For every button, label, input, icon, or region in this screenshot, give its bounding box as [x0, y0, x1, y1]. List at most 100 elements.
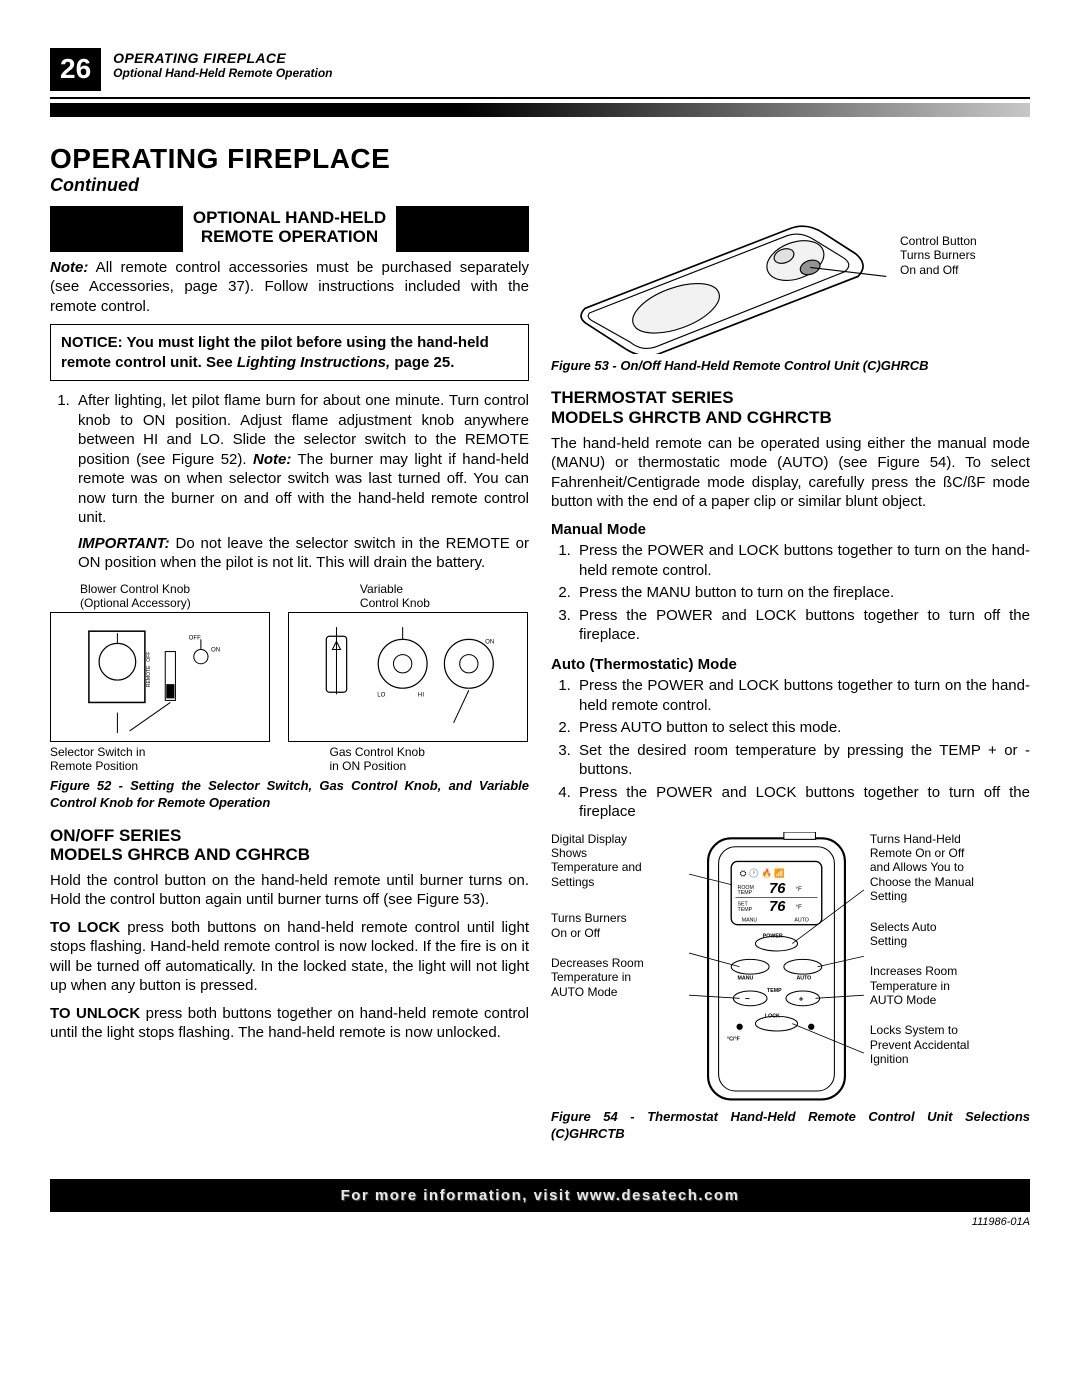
rule-fade [50, 103, 1030, 117]
important-lbl: IMPORTANT: [78, 535, 170, 552]
fig54-r2: Selects Auto Setting [870, 920, 1030, 949]
svg-text:AUTO: AUTO [796, 975, 811, 981]
svg-text:ON: ON [485, 639, 494, 646]
svg-text:AUTO: AUTO [794, 917, 809, 923]
step-list-1: After lighting, let pilot flame burn for… [50, 391, 529, 573]
fig52-panels: OFF ON REMOTE OFF [50, 612, 529, 742]
continued-label: Continued [50, 175, 1030, 196]
svg-text:OFF: OFF [146, 652, 152, 662]
auto-mode-heading: Auto (Thermostatic) Mode [551, 655, 1030, 675]
banner-line-1: OPTIONAL HAND-HELD [193, 208, 386, 227]
svg-text:REMOTE: REMOTE [146, 665, 152, 687]
svg-text:76: 76 [769, 881, 786, 897]
onoff-h2: MODELS GHRCB AND CGHRCB [50, 845, 310, 864]
auto-mode-steps: Press the POWER and LOCK buttons togethe… [551, 676, 1030, 822]
page-number: 26 [50, 48, 101, 91]
banner-line-2: REMOTE OPERATION [201, 227, 378, 246]
lock-body: press both buttons on hand-held remote c… [50, 919, 529, 995]
notice-italic: Lighting Instructions, [237, 354, 390, 371]
banner-bar-left [50, 206, 183, 252]
fig52-blower-label: Blower Control Knob (Optional Accessory) [50, 583, 280, 611]
fig54-l3: Decreases Room Temperature in AUTO Mode [551, 956, 683, 999]
fig54-r4: Locks System to Prevent Accidental Ignit… [870, 1023, 1030, 1066]
header-line-1: OPERATING FIREPLACE [113, 50, 332, 66]
am-step-1: Press the POWER and LOCK buttons togethe… [575, 676, 1030, 715]
fig53-svg [551, 206, 892, 354]
svg-text:MANU: MANU [737, 975, 753, 981]
mm-step-3: Press the POWER and LOCK buttons togethe… [575, 606, 1030, 645]
unlock-label: TO UNLOCK [50, 1005, 140, 1022]
svg-text:ON: ON [211, 647, 220, 654]
manual-mode-steps: Press the POWER and LOCK buttons togethe… [551, 541, 1030, 645]
fig52-caption: Figure 52 - Setting the Selector Switch,… [50, 778, 529, 812]
figure-54: Digital Display Shows Temperature and Se… [551, 832, 1030, 1106]
svg-text:+: + [798, 993, 803, 1003]
manual-page: 26 OPERATING FIREPLACE Optional Hand-Hel… [0, 20, 1080, 1268]
svg-text:°C/°F: °C/°F [727, 1036, 740, 1042]
rule-thin [50, 97, 1030, 99]
fig54-l2: Turns Burners On or Off [551, 911, 683, 940]
two-column-body: OPTIONAL HAND-HELD REMOTE OPERATION Note… [50, 206, 1030, 1157]
svg-text:76: 76 [769, 899, 786, 915]
onoff-unlock: TO UNLOCK press both buttons together on… [50, 1004, 529, 1043]
notice-box: NOTICE: You must light the pilot before … [50, 324, 529, 381]
fig54-l1: Digital Display Shows Temperature and Se… [551, 832, 683, 890]
figure-53: Control Button Turns Burners On and Off [551, 206, 1030, 354]
banner-label: OPTIONAL HAND-HELD REMOTE OPERATION [183, 206, 396, 252]
svg-text:−: − [745, 993, 750, 1003]
fig54-r3: Increases Room Temperature in AUTO Mode [870, 964, 1030, 1007]
page-header: 26 OPERATING FIREPLACE Optional Hand-Hel… [50, 48, 1030, 91]
fig52-right-panel: LO HI ON [288, 612, 528, 742]
am-step-4: Press the POWER and LOCK buttons togethe… [575, 783, 1030, 822]
am-step-2: Press AUTO button to select this mode. [575, 718, 1030, 738]
svg-text:TEMP: TEMP [767, 988, 782, 994]
fig54-caption: Figure 54 - Thermostat Hand-Held Remote … [551, 1109, 1030, 1143]
main-title: OPERATING FIREPLACE [50, 143, 1030, 175]
onoff-heading: ON/OFF SERIES MODELS GHRCB AND CGHRCB [50, 826, 529, 865]
onoff-lock: TO LOCK press both buttons on hand-held … [50, 918, 529, 996]
svg-text:LOCK: LOCK [765, 1013, 780, 1019]
svg-text:TEMP: TEMP [737, 890, 752, 896]
right-column: Control Button Turns Burners On and Off … [551, 206, 1030, 1157]
mm-step-2: Press the MANU button to turn on the fir… [575, 583, 1030, 603]
thermo-h2: MODELS GHRCTB AND CGHRCTB [551, 408, 832, 427]
svg-text:TEMP: TEMP [737, 907, 752, 913]
fig52-gas-label: Gas Control Knob in ON Position [290, 746, 530, 774]
svg-text:°F: °F [795, 902, 802, 910]
note-body: All remote control accessories must be p… [50, 259, 529, 315]
fig52-left-panel: OFF ON REMOTE OFF [50, 612, 270, 742]
document-id: 111986-01A [50, 1216, 1030, 1228]
step1-important: IMPORTANT: Do not leave the selector swi… [78, 534, 529, 573]
step1-note-lbl: Note: [253, 451, 291, 468]
manual-mode-heading: Manual Mode [551, 520, 1030, 540]
fig53-label: Control Button Turns Burners On and Off [900, 206, 1030, 277]
thermo-intro: The hand-held remote can be operated usi… [551, 434, 1030, 512]
section-banner: OPTIONAL HAND-HELD REMOTE OPERATION [50, 206, 529, 252]
onoff-p1: Hold the control button on the hand-held… [50, 871, 529, 910]
svg-text:⛭ 🕐 🔥 📶: ⛭ 🕐 🔥 📶 [740, 868, 785, 878]
figure-52: Blower Control Knob (Optional Accessory)… [50, 583, 529, 774]
footer-bar: For more information, visit www.desatech… [50, 1179, 1030, 1212]
fig52-selector-label: Selector Switch in Remote Position [50, 746, 290, 774]
fig54-right-labels: Turns Hand-Held Remote On or Off and All… [870, 832, 1030, 1106]
lock-label: TO LOCK [50, 919, 120, 936]
onoff-h1: ON/OFF SERIES [50, 826, 181, 845]
fig54-r1: Turns Hand-Held Remote On or Off and All… [870, 832, 1030, 904]
thermo-h1: THERMOSTAT SERIES [551, 388, 734, 407]
header-titles: OPERATING FIREPLACE Optional Hand-Held R… [113, 48, 332, 80]
svg-text:HI: HI [418, 692, 424, 699]
am-step-3: Set the desired room temperature by pres… [575, 741, 1030, 780]
notice-tail: page 25. [390, 354, 454, 371]
note-paragraph: Note: All remote control accessories mus… [50, 258, 529, 317]
svg-text:°F: °F [795, 885, 802, 893]
svg-text:LO: LO [378, 692, 386, 699]
fig52-bottom-labels: Selector Switch in Remote Position Gas C… [50, 746, 529, 774]
fig52-top-labels: Blower Control Knob (Optional Accessory)… [50, 583, 529, 611]
mm-step-1: Press the POWER and LOCK buttons togethe… [575, 541, 1030, 580]
left-column: OPTIONAL HAND-HELD REMOTE OPERATION Note… [50, 206, 529, 1157]
svg-text:MANU: MANU [742, 917, 758, 923]
header-line-2: Optional Hand-Held Remote Operation [113, 66, 332, 80]
thermo-heading: THERMOSTAT SERIES MODELS GHRCTB AND CGHR… [551, 388, 1030, 427]
note-prefix: Note: [50, 259, 88, 276]
fig54-left-labels: Digital Display Shows Temperature and Se… [551, 832, 683, 1106]
